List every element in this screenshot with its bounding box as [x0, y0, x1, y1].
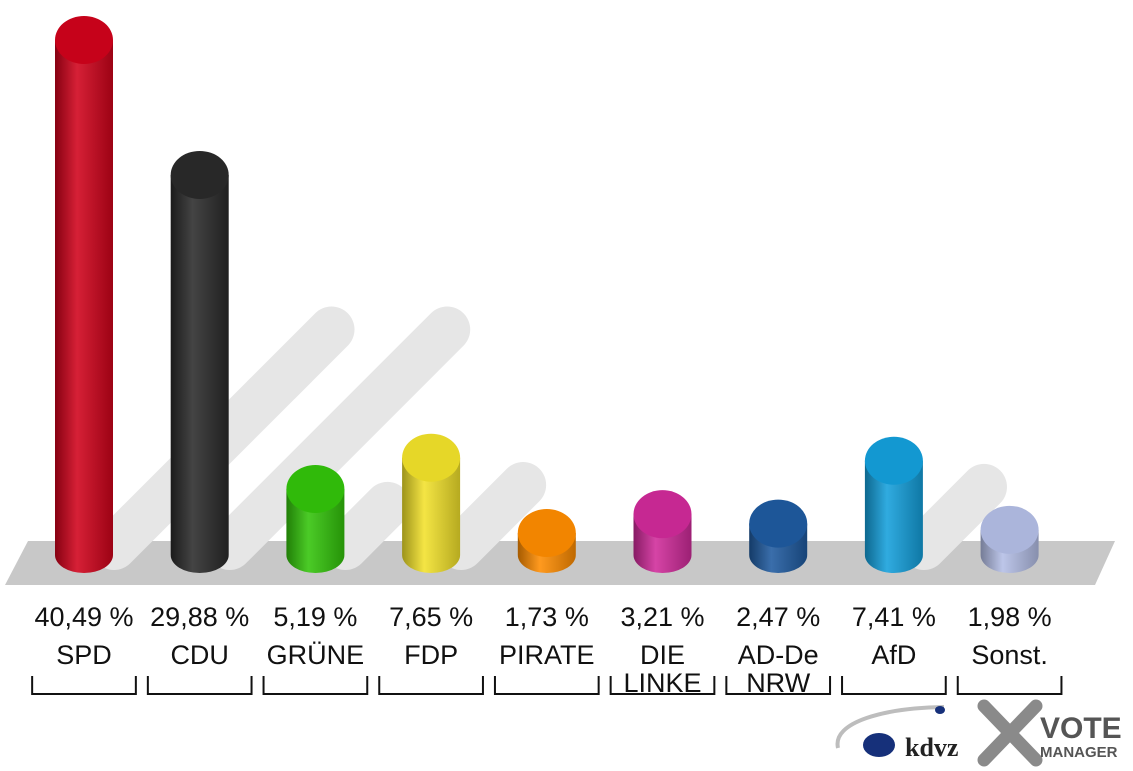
category-brackets — [31, 676, 1063, 695]
value-label: 2,47 % — [736, 602, 820, 632]
value-label: 3,21 % — [620, 602, 704, 632]
bar-body — [864, 460, 923, 573]
value-label: 1,98 % — [968, 602, 1052, 632]
category-label: FDP — [404, 640, 458, 670]
bar-cdu — [170, 150, 229, 573]
bar-body — [55, 40, 113, 573]
bar-cap — [633, 490, 692, 539]
category-bracket — [609, 676, 716, 695]
bar-cap — [517, 508, 576, 557]
bar-cap — [55, 16, 113, 64]
category-label: Sonst. — [971, 640, 1048, 670]
manager-wordmark: MANAGER — [1040, 744, 1118, 761]
bar-cap — [864, 436, 923, 485]
value-labels: 40,49 % 29,88 % 5,19 % 7,65 % 1,73 % 3,21 % 2,… — [34, 602, 1051, 632]
bar-shadow — [206, 306, 471, 570]
category-bracket — [493, 676, 600, 695]
value-label: 29,88 % — [150, 602, 249, 632]
value-label: 5,19 % — [273, 602, 357, 632]
bar-spd — [55, 16, 113, 573]
bar-ad-de-nrw — [749, 499, 808, 573]
bar-cap — [402, 433, 461, 482]
category-label: GRÜNE — [267, 640, 365, 670]
bar-body — [286, 488, 345, 573]
bar-shadow — [438, 461, 547, 570]
value-label: 1,73 % — [505, 602, 589, 632]
bar-die-linke — [633, 490, 692, 573]
bar-grüne — [286, 464, 345, 573]
category-label: AD-De — [738, 640, 819, 670]
kdvz-logo: kdvz — [835, 705, 958, 762]
vote-x-icon — [977, 699, 1043, 767]
category-bracket — [31, 676, 137, 695]
bar-shadow — [322, 481, 411, 570]
bar-fdp — [402, 433, 461, 573]
kdvz-dot — [935, 706, 945, 714]
kdvz-swoosh — [835, 705, 945, 749]
category-bracket — [378, 676, 484, 695]
value-label: 7,65 % — [389, 602, 473, 632]
bar-body — [402, 457, 461, 573]
bar-pirate — [517, 508, 576, 573]
bar-body — [170, 174, 229, 573]
votemanager-logo: VOTE MANAGER — [977, 699, 1122, 767]
bar-sonst- — [980, 505, 1039, 573]
vote-wordmark: VOTE — [1040, 712, 1122, 745]
bar-cap — [286, 464, 345, 513]
category-label: SPD — [56, 640, 112, 670]
category-label: DIE — [640, 640, 685, 670]
category-label: CDU — [170, 640, 229, 670]
bars — [55, 16, 1039, 573]
value-label: 7,41 % — [852, 602, 936, 632]
bar-cap — [980, 505, 1039, 554]
kdvz-sphere — [863, 733, 895, 757]
category-bracket — [725, 676, 832, 695]
category-bracket — [841, 676, 947, 695]
bar-cap — [749, 499, 808, 548]
category-label: PIRATE — [499, 640, 595, 670]
value-label: 40,49 % — [34, 602, 133, 632]
category-bracket — [146, 676, 253, 695]
category-label: AfD — [871, 640, 916, 670]
bar-shadow — [900, 463, 1007, 570]
bar-afd — [864, 436, 923, 573]
category-bracket — [956, 676, 1063, 695]
category-bracket — [262, 676, 369, 695]
bar-cap — [170, 150, 229, 199]
kdvz-wordmark: kdvz — [905, 733, 958, 762]
